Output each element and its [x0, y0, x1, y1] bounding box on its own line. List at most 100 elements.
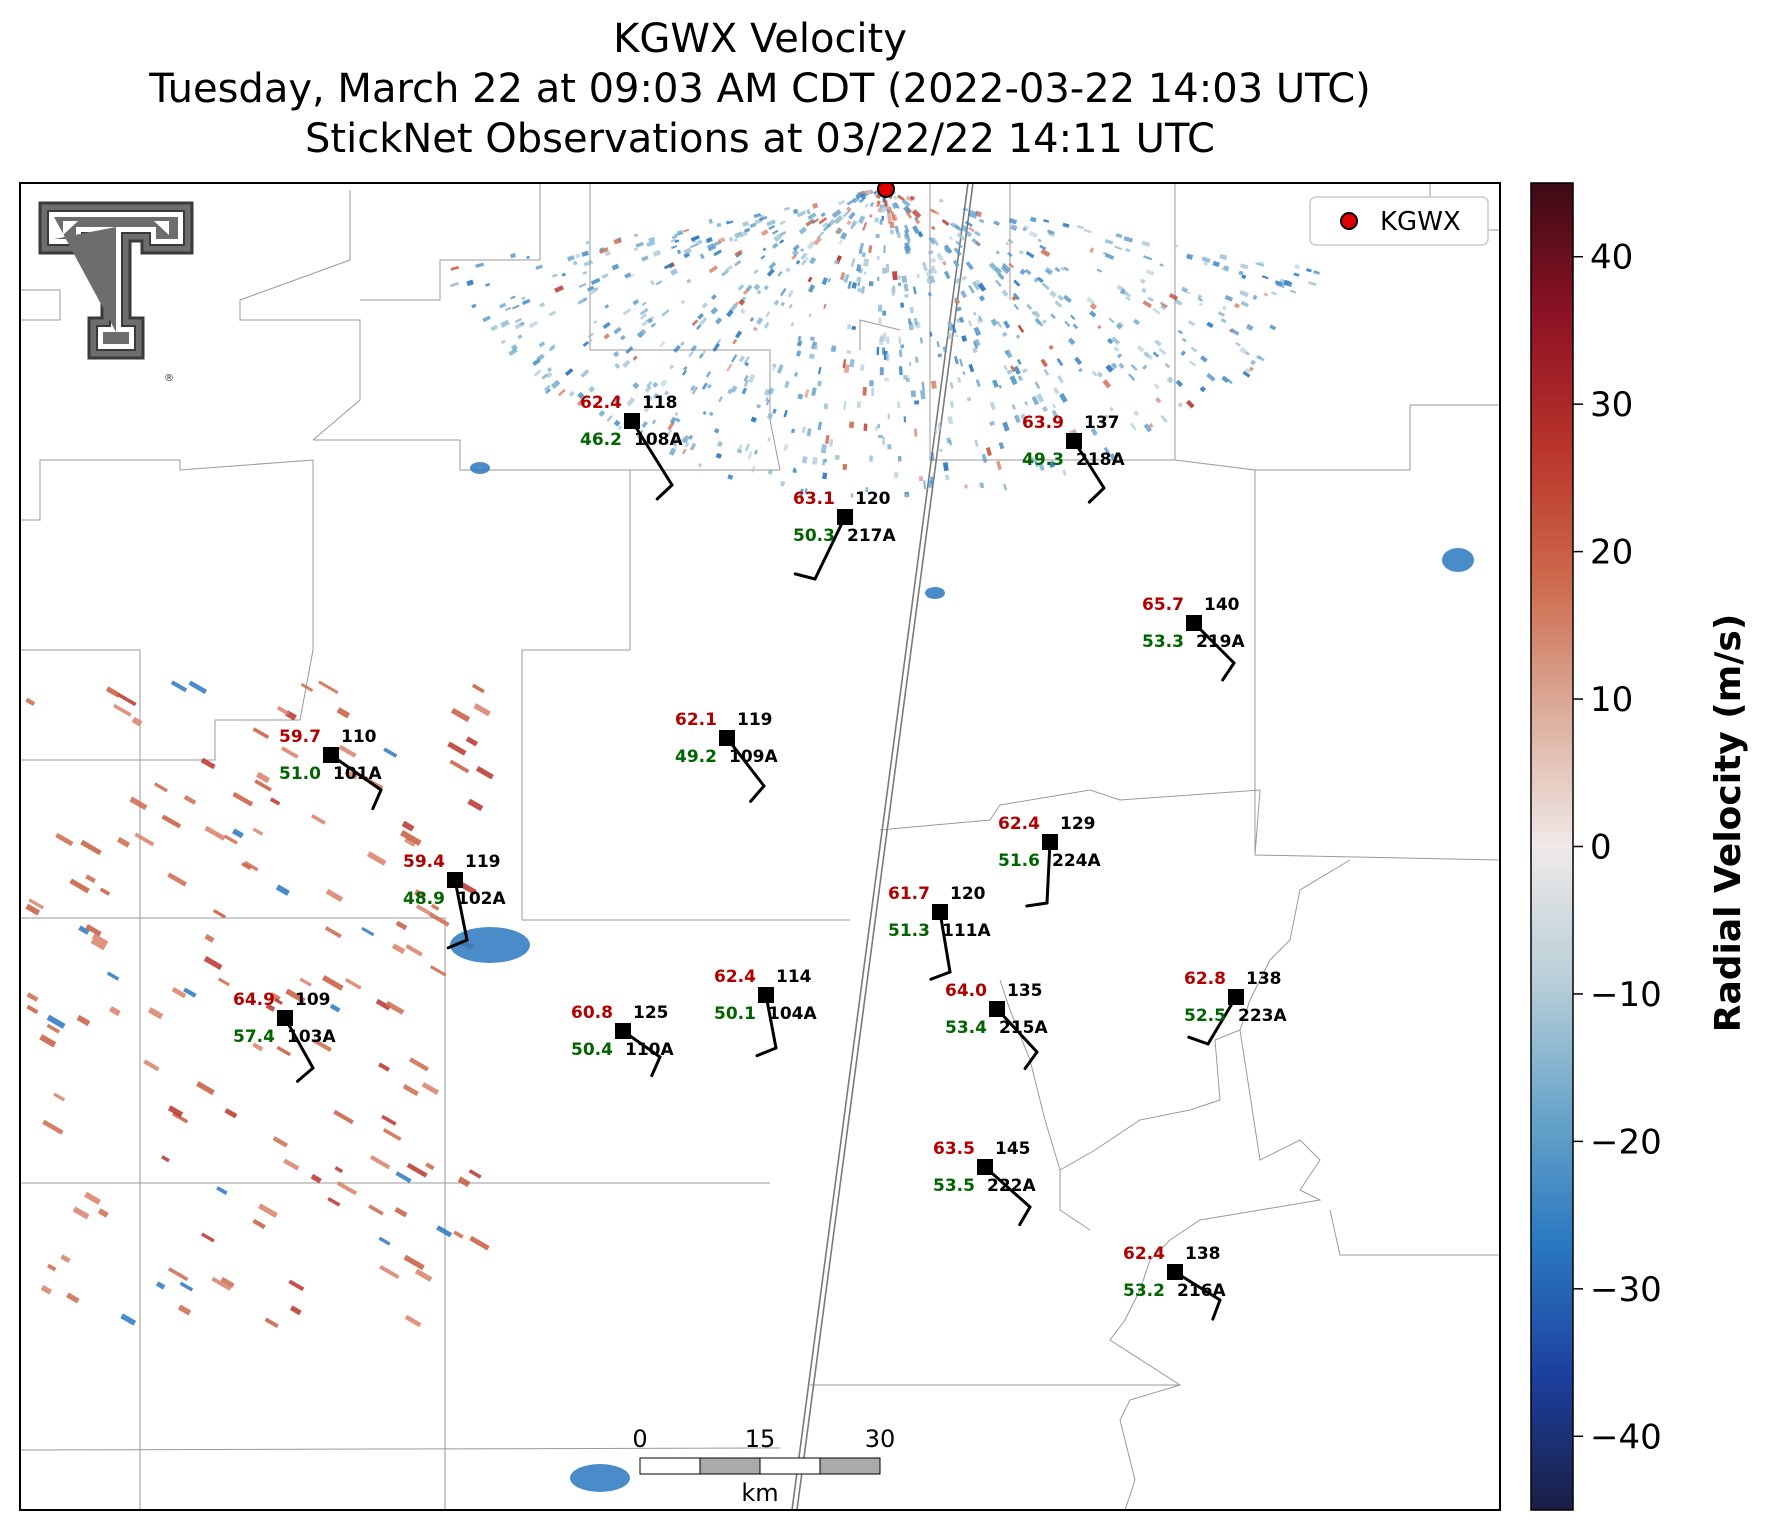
station-dewpoint: 48.9 — [403, 889, 445, 909]
map-frame — [19, 182, 1501, 1511]
station-marker — [989, 1001, 1005, 1017]
station-pressure: 138 — [1246, 969, 1282, 989]
station-218A: 63.9 137 49.3 218A — [1022, 413, 1125, 504]
station-215A: 64.0 135 53.4 215A — [945, 981, 1048, 1071]
station-dewpoint: 50.1 — [714, 1004, 756, 1024]
scale-bar: 0 15 30 km — [632, 1425, 895, 1507]
legend-label: KGWX — [1380, 207, 1461, 237]
station-marker — [1186, 615, 1202, 631]
station-223A: 62.8 138 52.5 223A — [1184, 969, 1287, 1046]
station-id: 101A — [333, 764, 382, 784]
station-dewpoint: 49.2 — [675, 747, 717, 767]
stations-layer: 62.4 118 46.2 108A 63.9 137 49.3 218A 63.1 120 50.… — [233, 393, 1287, 1321]
station-dewpoint: 51.0 — [279, 764, 321, 784]
scale-tick-0: 0 — [632, 1425, 647, 1453]
wind-barb-flag — [446, 938, 469, 950]
station-marker — [719, 730, 735, 746]
station-id: 216A — [1177, 1281, 1226, 1301]
station-id: 108A — [634, 430, 683, 450]
station-temperature: 59.4 — [403, 852, 445, 872]
station-pressure: 137 — [1084, 413, 1120, 433]
station-id: 109A — [729, 747, 778, 767]
wind-barb-flag — [655, 483, 674, 501]
wind-barb-staff — [1045, 840, 1052, 905]
station-pressure: 120 — [950, 884, 986, 904]
station-pressure: 110 — [341, 727, 377, 747]
station-pressure: 138 — [1185, 1244, 1221, 1264]
station-marker — [1167, 1264, 1183, 1280]
station-101A: 59.7 110 51.0 101A — [279, 727, 383, 811]
wind-barb-flag — [1087, 486, 1106, 504]
station-109A: 62.1 119 49.2 109A — [675, 710, 778, 803]
wind-barb-flag — [296, 1066, 315, 1083]
station-dewpoint: 49.3 — [1022, 450, 1064, 470]
station-id: 224A — [1052, 851, 1101, 871]
station-marker — [977, 1159, 993, 1175]
station-pressure: 119 — [737, 710, 773, 730]
station-marker — [277, 1010, 293, 1026]
station-id: 223A — [1238, 1006, 1287, 1026]
wind-barb-flag — [1025, 901, 1049, 908]
station-pressure: 140 — [1204, 595, 1240, 615]
station-pressure: 129 — [1060, 814, 1096, 834]
station-111A: 61.7 120 51.3 111A — [888, 884, 991, 981]
wind-barb-staff — [938, 910, 952, 974]
station-temperature: 62.4 — [580, 393, 622, 413]
colorbar-tick-label: 10 — [1590, 680, 1633, 720]
station-temperature: 62.4 — [1123, 1244, 1165, 1264]
station-pressure: 118 — [642, 393, 678, 413]
station-id: 104A — [768, 1004, 817, 1024]
station-dewpoint: 50.4 — [571, 1040, 613, 1060]
station-temperature: 65.7 — [1142, 595, 1184, 615]
station-temperature: 63.5 — [933, 1139, 975, 1159]
station-dewpoint: 53.5 — [933, 1176, 975, 1196]
station-id: 222A — [987, 1176, 1036, 1196]
svg-text:®: ® — [164, 373, 174, 384]
colorbar-ticks: 40 30 20 10 0 −10 −20 −30 −40 — [1573, 238, 1662, 1457]
wind-barb-flag — [650, 1055, 662, 1078]
wind-barb-flag — [929, 970, 952, 981]
station-temperature: 62.4 — [998, 814, 1040, 834]
station-temperature: 63.9 — [1022, 413, 1064, 433]
legend-radar-marker — [1340, 212, 1358, 230]
colorbar-tick-label: −30 — [1590, 1270, 1662, 1310]
station-217A: 63.1 120 50.3 217A — [793, 489, 896, 581]
station-dewpoint: 53.4 — [945, 1018, 987, 1038]
title-line-1: KGWX Velocity — [613, 16, 907, 62]
station-pressure: 114 — [776, 967, 812, 987]
station-temperature: 62.4 — [714, 967, 756, 987]
station-104A: 62.4 114 50.1 104A — [714, 967, 817, 1058]
legend: KGWX — [1309, 196, 1489, 246]
station-dewpoint: 46.2 — [580, 430, 622, 450]
station-219A: 65.7 140 53.3 219A — [1142, 595, 1245, 682]
colorbar: 40 30 20 10 0 −10 −20 −30 −40 Radial Velocity (m… — [1530, 182, 1749, 1511]
texas-tech-logo: ® — [38, 201, 194, 384]
station-marker — [1066, 433, 1082, 449]
station-marker — [615, 1023, 631, 1039]
station-id: 110A — [625, 1040, 674, 1060]
wind-barb-flag — [371, 788, 383, 811]
wind-barb-staff — [329, 753, 383, 792]
station-110A: 60.8 125 50.4 110A — [571, 1003, 674, 1078]
station-marker — [447, 872, 463, 888]
station-temperature: 62.1 — [675, 710, 717, 730]
station-pressure: 109 — [295, 990, 331, 1010]
colorbar-label: Radial Velocity (m/s) — [1708, 614, 1749, 1033]
station-id: 217A — [847, 526, 896, 546]
colorbar-gradient — [1530, 182, 1574, 1511]
station-dewpoint: 51.3 — [888, 921, 930, 941]
station-id: 102A — [457, 889, 506, 909]
title-line-3: StickNet Observations at 03/22/22 14:11 … — [305, 116, 1215, 162]
wind-barb-flag — [793, 572, 817, 581]
wind-barb-flag — [1221, 661, 1236, 682]
colorbar-tick-label: −10 — [1590, 975, 1662, 1015]
wind-barb-flag — [749, 784, 766, 803]
wind-barb-flag — [1023, 1050, 1039, 1071]
wind-barb-flag — [1018, 1205, 1032, 1227]
radar-site-marker — [877, 183, 895, 198]
station-marker — [837, 509, 853, 525]
station-dewpoint: 51.6 — [998, 851, 1040, 871]
station-102A: 59.4 119 48.9 102A — [403, 852, 506, 950]
station-pressure: 135 — [1007, 981, 1043, 1001]
